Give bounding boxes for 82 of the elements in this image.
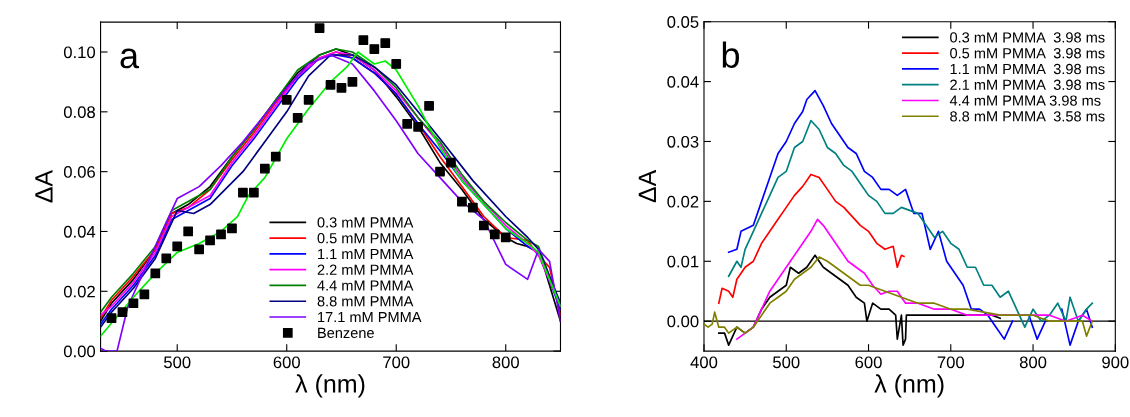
point [336,83,347,93]
legend-label: Benzene [318,327,374,339]
legend-label: 2.1 mM PMMA 3.98 ms [950,79,1105,90]
legend-label: 0.5 mM PMMA [317,233,414,244]
point [380,38,391,48]
y-tick-label: 0.06 [63,166,95,178]
annotation: a [120,48,140,69]
point [500,232,511,243]
point [128,298,139,309]
point [424,100,434,111]
x-tick-label: 500 [773,356,800,369]
point [413,121,423,132]
x-tick-label: 600 [273,356,300,369]
y-tick-label: 0.04 [63,225,96,238]
point [281,95,292,105]
y-tick-label: 0.03 [667,135,699,148]
x-tick-label: 900 [1102,356,1129,369]
y-axis-title: ΔA [638,169,656,203]
point [106,313,117,324]
x-tick-label: 400 [690,356,718,369]
point [468,202,478,213]
point [314,23,325,33]
point [216,229,226,240]
legend-label: 4.4 mM PMMA [317,280,414,291]
y-axis-title: ΔA [35,169,53,203]
y-tick-label: 0.00 [63,345,96,358]
legend-label: 1.1 mM PMMA 3.98 ms [950,63,1105,75]
point [161,253,172,264]
legend-label: 0.3 mM PMMA 3.98 ms [950,32,1105,43]
point [358,35,369,45]
x-tick-label: 700 [383,356,410,369]
legend-label: 17.1 mM PMMA [318,312,422,323]
point [150,268,161,279]
x-tick-label: 500 [163,356,191,369]
point [402,118,413,129]
legend-label: 8.8 mM PMMA [317,296,414,307]
point [194,244,204,255]
legend-label: 2.2 mM PMMA [317,264,414,275]
y-tick-label: 0.00 [667,315,699,328]
point [325,80,336,90]
point [259,163,270,174]
y-tick-label: 0.04 [667,75,699,88]
point [391,59,402,69]
point [457,196,467,207]
point [172,241,183,252]
point [478,220,489,231]
legend-label: 8.8 mM PMMA 3.58 ms [950,111,1105,122]
y-tick-label: 0.05 [667,16,699,28]
x-axis-title: λ (nm) [874,374,944,398]
point [303,95,314,105]
point [249,187,259,198]
legend-label: 0.5 mM PMMA 3.98 ms [950,48,1105,59]
x-tick-label: 800 [1019,356,1047,369]
point [227,223,237,234]
y-tick-label: 0.10 [63,46,96,59]
point [489,229,500,240]
y-tick-label: 0.01 [667,255,699,268]
point [205,235,215,246]
point [369,44,380,54]
y-tick-label: 0.08 [63,106,95,119]
legend-label: 0.3 mM PMMA [317,217,414,228]
line-series [736,218,1094,340]
line-series [717,173,905,305]
point [270,151,281,162]
line-series [703,256,1094,337]
x-tick-label: 700 [937,356,965,369]
point [292,112,303,123]
point [117,307,128,318]
point [139,289,150,300]
point [347,77,358,87]
x-tick-label: 800 [492,356,519,369]
x-axis-title: λ (nm) [295,374,365,398]
point [435,166,445,177]
point [183,226,194,237]
annotation: b [722,41,740,68]
y-tick-label: 0.02 [63,285,95,298]
y-tick-label: 0.02 [667,195,699,208]
x-tick-label: 600 [855,356,882,369]
point [446,157,456,168]
legend-label: 1.1 mM PMMA [318,248,414,259]
point [238,187,248,198]
legend-label: 4.4 mM PMMA 3.98 ms [949,95,1101,106]
